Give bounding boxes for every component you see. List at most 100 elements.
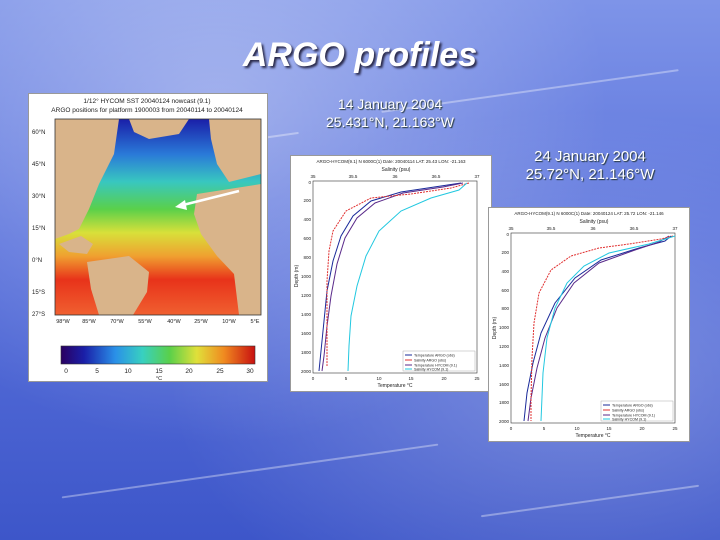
colorbar-tick: 30 [246, 368, 254, 375]
lat-label: 15°N [32, 226, 45, 232]
depth-tick: 1400 [301, 312, 312, 317]
salinity-axis-label: Salinity (psu) [580, 219, 609, 225]
depth-tick: 1400 [499, 363, 510, 368]
float-arrow-head [175, 200, 187, 210]
colorbar-unit: °C [156, 376, 162, 381]
caribbean-land [59, 236, 93, 254]
depth-tick: 200 [303, 198, 311, 203]
temperature-tick: 10 [574, 426, 580, 431]
temperature-tick: 20 [639, 426, 645, 431]
caption-date: 24 January 2004 [534, 148, 646, 165]
background-streak [480, 484, 700, 518]
depth-tick: 1200 [499, 344, 510, 349]
legend-entry: Salinity HYCOM (9.1) [414, 368, 448, 372]
depth-ticks: 0 200 400 600 800 1000 1200 1400 1600 18… [301, 180, 312, 374]
lat-label: 30°N [32, 194, 45, 200]
lon-label: 85°W [82, 319, 96, 325]
temperature-tick: 0 [510, 426, 513, 431]
salinity-tick: 36.5 [432, 174, 441, 179]
profile-legend: Temperature ARGO (obs) Salinity ARGO (ob… [402, 350, 476, 372]
map-title-line2: ARGO positions for platform 1900003 from… [51, 107, 243, 114]
temperature-tick: 15 [408, 376, 414, 381]
salinity-tick: 35 [310, 174, 316, 179]
background-streak [61, 443, 439, 499]
depth-tick: 2000 [499, 419, 510, 424]
salinity-tick: 37 [474, 174, 480, 179]
temperature-tick: 20 [441, 376, 447, 381]
depth-tick: 1800 [499, 400, 510, 405]
temperature-axis-label: Temperature °C [377, 383, 412, 389]
profile-axes-frame [510, 232, 676, 424]
temperature-tick: 15 [606, 426, 612, 431]
salinity-tick: 35.5 [349, 174, 358, 179]
legend-entry: Temperature ARGO (obs) [612, 404, 653, 408]
depth-tick: 200 [501, 250, 509, 255]
depth-tick: 400 [303, 217, 311, 222]
colorbar-tick: 20 [185, 368, 193, 375]
depth-tick: 0 [506, 232, 509, 237]
depth-tick: 2000 [301, 369, 312, 374]
profile-legend: Temperature ARGO (obs) Salinity ARGO (ob… [600, 400, 674, 422]
profile-header: ARGO-HYCOM(9.1) N 6000C(1) Date: 2004011… [317, 159, 466, 164]
salinity-axis-label: Salinity (psu) [382, 167, 411, 173]
profile-plot-svg: ARGO-HYCOM(9.1) N 6000C(1) Date: 2004011… [294, 159, 480, 389]
legend-box [402, 350, 476, 372]
sst-colorbar [60, 345, 256, 365]
salinity-ticks: 35 35.5 36 36.5 37 [508, 226, 678, 231]
temperature-tick: 0 [312, 376, 315, 381]
legend-entry: Salinity ARGO (obs) [612, 409, 644, 413]
salinity-argo-curve [530, 235, 674, 421]
legend-entry: Salinity ARGO (obs) [414, 359, 446, 363]
temperature-tick: 25 [672, 426, 678, 431]
salinity-hycom-curve [347, 182, 468, 372]
salinity-tick: 37 [672, 226, 678, 231]
salinity-hycom-curve [540, 235, 676, 422]
depth-tick: 800 [501, 306, 509, 311]
depth-tick: 1000 [499, 325, 510, 330]
depth-tick: 1000 [301, 274, 312, 279]
africa-land [194, 184, 261, 315]
greenland-land [129, 119, 189, 139]
depth-axis-label: Depth (m) [492, 317, 498, 340]
temperature-tick: 5 [345, 376, 348, 381]
legend-entry: Temperature ARGO (obs) [414, 354, 455, 358]
lat-label: 60°N [32, 130, 45, 136]
lon-label: 40°W [167, 319, 181, 325]
salinity-tick: 36 [392, 174, 398, 179]
temperature-tick: 5 [543, 426, 546, 431]
legend-entry: Temperature HYCOM (9.1) [414, 364, 457, 368]
depth-tick: 1600 [499, 382, 510, 387]
lat-label: 27°S [32, 312, 45, 318]
float-arrow-line [178, 189, 240, 208]
temperature-ticks: 0 5 10 15 20 25 [312, 376, 480, 381]
slide-title: ARGO profiles [242, 36, 478, 74]
depth-tick: 800 [303, 255, 311, 260]
temperature-hycom-curve [527, 235, 670, 422]
lon-label: 70°W [110, 319, 124, 325]
colorbar-tick: 0 [64, 368, 68, 375]
temperature-axis-label: Temperature °C [575, 433, 610, 439]
depth-tick: 400 [501, 269, 509, 274]
depth-tick: 1600 [301, 331, 312, 336]
lon-label: 55°W [138, 319, 152, 325]
temperature-hycom-curve [321, 182, 464, 372]
caption-position: 25.431°N, 21.163°W [326, 114, 454, 130]
latitude-labels: 60°N 45°N 30°N 15°N 0°N 15°S 27°S [32, 130, 45, 318]
europe-land [209, 119, 261, 182]
depth-tick: 600 [501, 288, 509, 293]
longitude-labels: 98°W 85°W 70°W 55°W 40°W 25°W 10°W 5°E [56, 319, 260, 325]
lon-label: 25°W [194, 319, 208, 325]
map-title-line1: 1/12° HYCOM SST 20040124 nowcast (9.1) [83, 97, 210, 105]
sst-map-figure: 1/12° HYCOM SST 20040124 nowcast (9.1) A… [28, 93, 268, 382]
caption-second-profile: 24 January 2004 25.72°N, 21.146°W [500, 148, 680, 184]
temperature-tick: 25 [474, 376, 480, 381]
depth-tick: 1800 [301, 350, 312, 355]
lat-label: 0°N [32, 258, 42, 264]
profile-plot-second: ARGO-HYCOM(9.1) N 6000C(1) Date: 2004012… [488, 207, 690, 442]
lon-label: 5°E [251, 319, 260, 325]
salinity-ticks: 35 35.5 36 36.5 37 [310, 174, 480, 179]
depth-tick: 0 [308, 180, 311, 185]
colorbar-ticks: 0 5 10 15 20 25 30 [64, 368, 254, 375]
profile-plot-first: ARGO-HYCOM(9.1) N 6000C(1) Date: 2004011… [290, 155, 492, 392]
profile-axes-frame [312, 180, 478, 374]
